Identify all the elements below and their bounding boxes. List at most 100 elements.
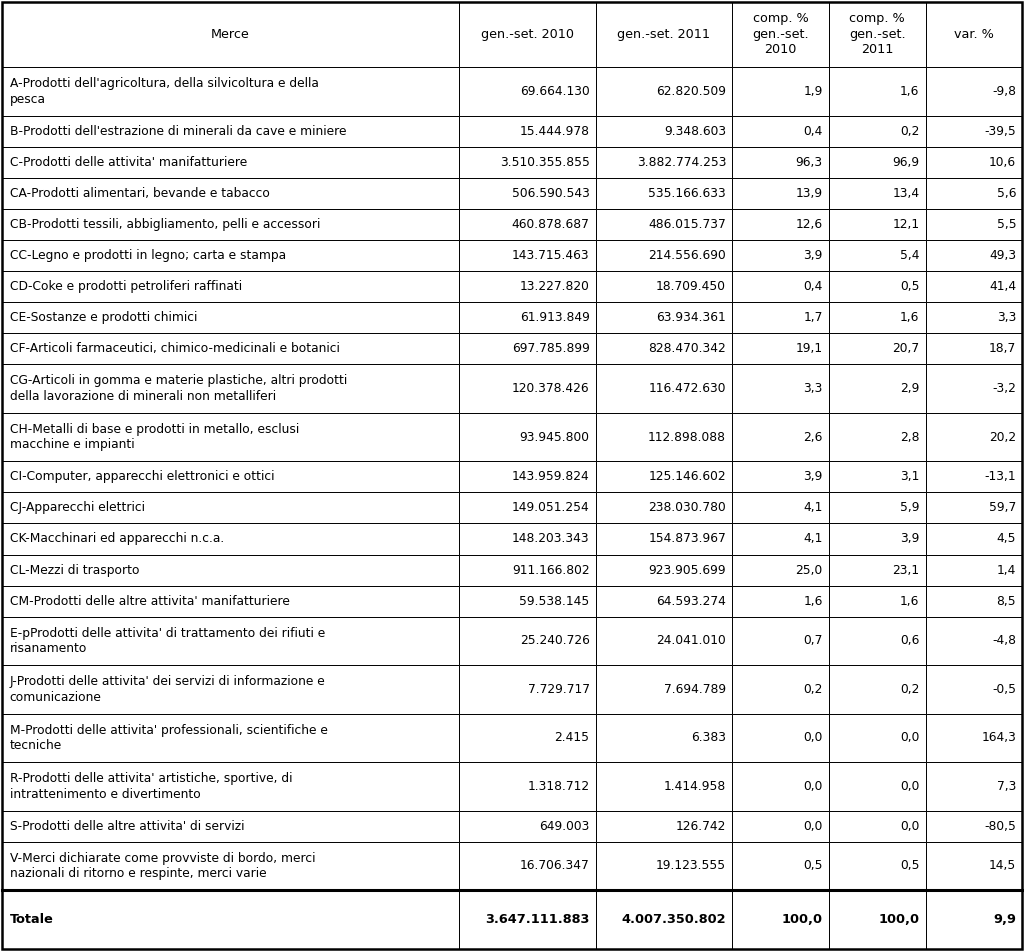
Bar xyxy=(828,302,926,333)
Bar xyxy=(2,240,459,271)
Text: 2.415: 2.415 xyxy=(555,731,590,745)
Bar xyxy=(828,68,926,116)
Bar xyxy=(732,842,828,890)
Bar xyxy=(596,146,732,178)
Text: 6.383: 6.383 xyxy=(691,731,726,745)
Bar xyxy=(926,810,1022,842)
Bar xyxy=(926,364,1022,413)
Bar xyxy=(732,665,828,713)
Text: 3,3: 3,3 xyxy=(804,382,823,395)
Text: CB-Prodotti tessili, abbigliamento, pelli e accessori: CB-Prodotti tessili, abbigliamento, pell… xyxy=(10,218,321,231)
Bar xyxy=(828,146,926,178)
Text: 1,6: 1,6 xyxy=(804,594,823,608)
Text: 5,6: 5,6 xyxy=(996,186,1016,200)
Bar xyxy=(2,842,459,890)
Bar xyxy=(2,178,459,209)
Bar xyxy=(828,364,926,413)
Text: 154.873.967: 154.873.967 xyxy=(648,533,726,546)
Text: 5,5: 5,5 xyxy=(996,218,1016,231)
Text: 0,0: 0,0 xyxy=(900,731,920,745)
Text: 148.203.343: 148.203.343 xyxy=(512,533,590,546)
Text: CF-Articoli farmaceutici, chimico-medicinali e botanici: CF-Articoli farmaceutici, chimico-medici… xyxy=(10,342,340,356)
Bar xyxy=(732,554,828,586)
Bar xyxy=(926,413,1022,461)
Bar xyxy=(926,842,1022,890)
Text: 0,0: 0,0 xyxy=(804,780,823,793)
Bar xyxy=(2,413,459,461)
Bar xyxy=(596,364,732,413)
Text: 1.318.712: 1.318.712 xyxy=(527,780,590,793)
Bar xyxy=(732,762,828,810)
Text: 923.905.699: 923.905.699 xyxy=(648,564,726,576)
Bar xyxy=(459,810,596,842)
Bar xyxy=(596,586,732,616)
Bar xyxy=(459,333,596,364)
Text: 2,9: 2,9 xyxy=(900,382,920,395)
Text: 0,2: 0,2 xyxy=(804,683,823,696)
Text: 19,1: 19,1 xyxy=(796,342,823,356)
Text: V-Merci dichiarate come provviste di bordo, merci
nazionali di ritorno e respint: V-Merci dichiarate come provviste di bor… xyxy=(10,852,315,881)
Text: A-Prodotti dell'agricoltura, della silvicoltura e della
pesca: A-Prodotti dell'agricoltura, della silvi… xyxy=(10,77,318,106)
Bar xyxy=(2,762,459,810)
Bar xyxy=(596,333,732,364)
Bar xyxy=(596,209,732,240)
Text: 116.472.630: 116.472.630 xyxy=(648,382,726,395)
Bar xyxy=(828,413,926,461)
Text: M-Prodotti delle attivita' professionali, scientifiche e
tecniche: M-Prodotti delle attivita' professionali… xyxy=(10,724,328,752)
Bar xyxy=(926,586,1022,616)
Bar xyxy=(732,890,828,949)
Bar xyxy=(2,890,459,949)
Text: 3,1: 3,1 xyxy=(900,471,920,483)
Text: 0,2: 0,2 xyxy=(900,683,920,696)
Text: 7,3: 7,3 xyxy=(996,780,1016,793)
Bar xyxy=(459,240,596,271)
Bar xyxy=(828,493,926,523)
Text: 0,2: 0,2 xyxy=(900,125,920,138)
Bar xyxy=(459,493,596,523)
Bar xyxy=(2,665,459,713)
Bar xyxy=(926,116,1022,146)
Bar xyxy=(596,842,732,890)
Text: 4.007.350.802: 4.007.350.802 xyxy=(622,913,726,926)
Bar xyxy=(2,209,459,240)
Bar xyxy=(2,523,459,554)
Bar xyxy=(828,2,926,68)
Bar xyxy=(596,178,732,209)
Text: 59.538.145: 59.538.145 xyxy=(519,594,590,608)
Bar xyxy=(926,271,1022,302)
Text: Totale: Totale xyxy=(10,913,53,926)
Text: 3.882.774.253: 3.882.774.253 xyxy=(637,156,726,168)
Text: 0,7: 0,7 xyxy=(804,634,823,648)
Text: comp. %
gen.-set.
2011: comp. % gen.-set. 2011 xyxy=(849,12,905,56)
Text: 0,0: 0,0 xyxy=(900,780,920,793)
Bar xyxy=(459,890,596,949)
Text: S-Prodotti delle altre attivita' di servizi: S-Prodotti delle altre attivita' di serv… xyxy=(10,820,245,833)
Text: 4,1: 4,1 xyxy=(804,501,823,514)
Bar xyxy=(596,713,732,762)
Text: 3.647.111.883: 3.647.111.883 xyxy=(485,913,590,926)
Bar xyxy=(2,364,459,413)
Bar xyxy=(926,146,1022,178)
Bar xyxy=(926,461,1022,493)
Bar xyxy=(828,586,926,616)
Text: 96,3: 96,3 xyxy=(796,156,823,168)
Bar xyxy=(459,842,596,890)
Text: 7.729.717: 7.729.717 xyxy=(527,683,590,696)
Text: -3,2: -3,2 xyxy=(992,382,1016,395)
Text: 2,8: 2,8 xyxy=(900,431,920,443)
Text: 1,4: 1,4 xyxy=(996,564,1016,576)
Bar xyxy=(926,2,1022,68)
Text: 14,5: 14,5 xyxy=(989,860,1016,872)
Text: 10,6: 10,6 xyxy=(989,156,1016,168)
Bar xyxy=(828,333,926,364)
Bar xyxy=(2,461,459,493)
Text: 460.878.687: 460.878.687 xyxy=(512,218,590,231)
Bar xyxy=(828,523,926,554)
Text: CD-Coke e prodotti petroliferi raffinati: CD-Coke e prodotti petroliferi raffinati xyxy=(10,281,242,293)
Text: 20,2: 20,2 xyxy=(989,431,1016,443)
Bar xyxy=(732,713,828,762)
Bar xyxy=(2,713,459,762)
Bar xyxy=(732,271,828,302)
Bar xyxy=(596,413,732,461)
Text: 13,4: 13,4 xyxy=(892,186,920,200)
